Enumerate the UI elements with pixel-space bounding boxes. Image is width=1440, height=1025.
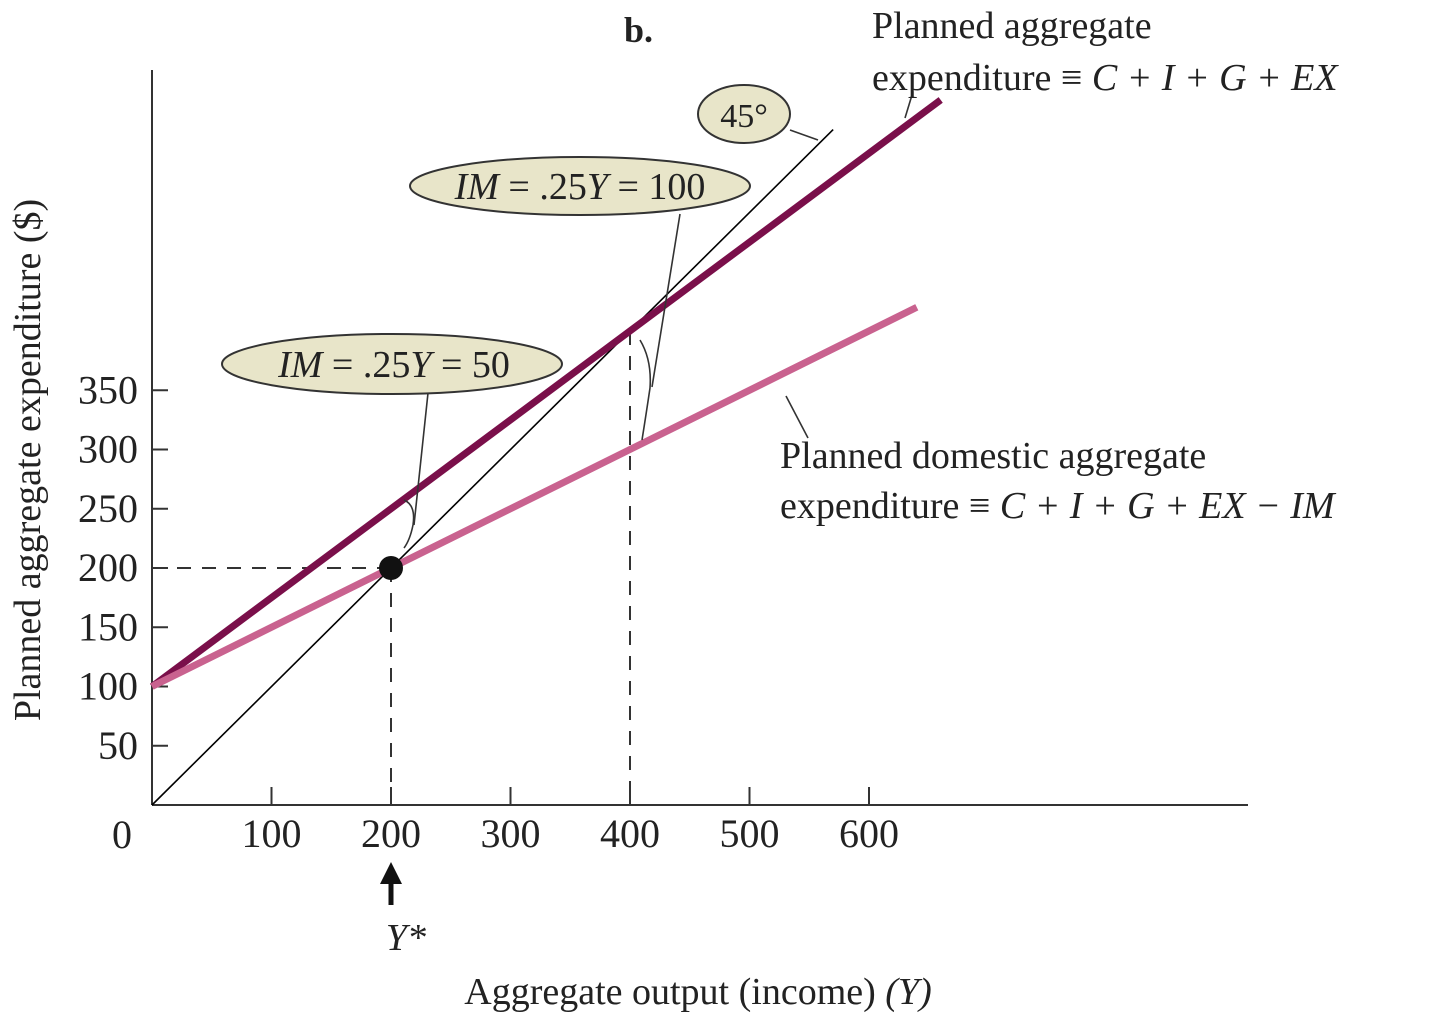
y-star-marker: Y*: [380, 862, 426, 959]
series-lines: [149, 97, 943, 806]
x-axis-title: Aggregate output (income) (Y): [464, 971, 931, 1013]
y-tick-label-300: 300: [78, 427, 138, 472]
ae-curve-label: Planned aggregate expenditure ≡ C + I + …: [872, 5, 1339, 99]
leader-im-50: [413, 392, 429, 526]
im-100-bubble-shape: [409, 156, 751, 216]
brace-im-100: [639, 339, 652, 441]
series-line-ae: [149, 97, 943, 690]
ae-label-line1: Planned aggregate: [872, 5, 1152, 47]
x-tick-label-300: 300: [481, 811, 541, 856]
dom-label-line2: expenditure ≡ C + I + G + EX − IM: [780, 485, 1337, 527]
origin-label: 0: [112, 812, 132, 857]
leader-ae: [904, 94, 913, 119]
x-tick-label-600: 600: [839, 811, 899, 856]
y-tick-label-50: 50: [98, 723, 138, 768]
guide-lines: [152, 331, 631, 805]
y-tick-label-200: 200: [78, 545, 138, 590]
dom-label-line1: Planned domestic aggregate: [780, 435, 1206, 477]
y-tick-label-350: 350: [78, 367, 138, 412]
im-100-label: IM = .25Y = 100: [454, 166, 706, 208]
forty-five-bubble-shape: [697, 84, 791, 144]
brace-im-50: [403, 499, 415, 549]
im-50-label: IM = .25Y = 50: [277, 344, 510, 386]
y-tick-label-150: 150: [78, 604, 138, 649]
leader-lines: [403, 94, 913, 549]
panel-label: b.: [624, 10, 653, 50]
y-tick-label-250: 250: [78, 486, 138, 531]
leader-im-100: [651, 213, 681, 388]
im-100-bubble: IM = .25Y = 100: [409, 156, 751, 216]
series-line-domestic_ae: [150, 304, 919, 690]
axis-ticks: 100 200 300 400 500 600 50 100 150 200 250 300 350: [78, 367, 899, 856]
equilibrium-point: [379, 556, 403, 580]
x-tick-label-400: 400: [600, 811, 660, 856]
im-50-bubble: IM = .25Y = 50: [221, 333, 563, 395]
x-tick-label-100: 100: [242, 811, 302, 856]
forty-five-bubble: 45°: [697, 84, 791, 144]
domestic-curve-label: Planned domestic aggregate expenditure ≡…: [780, 435, 1337, 527]
y-star-label: Y*: [386, 917, 426, 959]
forty-five-label: 45°: [720, 98, 768, 135]
ae-label-line2: expenditure ≡ C + I + G + EX: [872, 57, 1339, 99]
series-line-forty_five: [151, 128, 834, 806]
x-tick-label-200: 200: [361, 811, 421, 856]
x-tick-label-500: 500: [720, 811, 780, 856]
leader-domestic: [785, 395, 809, 439]
leader-forty-five: [789, 129, 819, 141]
y-star-arrowhead: [380, 862, 402, 884]
im-50-bubble-shape: [221, 333, 563, 395]
y-axis-title: Planned aggregate expenditure ($): [7, 199, 49, 721]
y-tick-label-100: 100: [78, 664, 138, 709]
